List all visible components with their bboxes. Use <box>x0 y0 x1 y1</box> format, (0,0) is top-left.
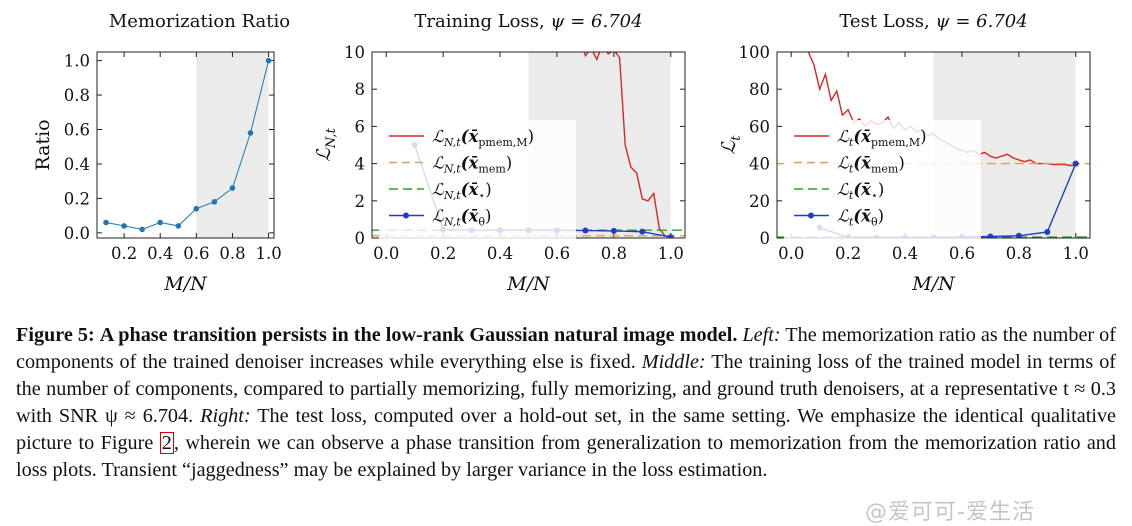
series-ratio-point <box>175 223 182 229</box>
y-tick-label: 1.0 <box>64 52 90 71</box>
chart-title: Memorization Ratio <box>109 11 290 32</box>
y-tick-label: 0.6 <box>64 121 90 140</box>
legend-label: ℒN,t(x̄mem) <box>432 154 512 176</box>
axes-frame <box>96 51 275 239</box>
series-theta-point <box>1044 229 1051 236</box>
x-tick-label: 0.0 <box>373 244 399 263</box>
y-tick-label: 100 <box>739 43 771 62</box>
series-theta-point <box>639 228 646 235</box>
x-tick-label: 0.8 <box>219 244 245 263</box>
legend-marker <box>808 212 814 219</box>
y-axis-label: Ratio <box>32 119 54 170</box>
y-tick-label: 0 <box>355 229 366 248</box>
series-theta-point <box>667 234 674 238</box>
x-tick-label: 0.6 <box>949 244 975 263</box>
x-axis-label: M/N <box>911 273 956 295</box>
x-tick-label: 1.0 <box>255 244 281 263</box>
x-tick-label: 0.0 <box>778 244 804 263</box>
series-pmem-line <box>583 52 671 238</box>
legend-label: ℒN,t(x̄θ) <box>432 207 491 229</box>
caption-bold-title: A phase transition persists in the low-r… <box>99 324 738 346</box>
series-theta-point <box>1072 160 1079 167</box>
legend-box <box>784 120 981 242</box>
x-tick-label: 1.0 <box>658 244 684 263</box>
x-tick-label: 0.8 <box>1006 244 1032 263</box>
caption-right-text-2: , wherein we can observe a phase transit… <box>16 432 1116 481</box>
series-ratio-point <box>121 223 127 229</box>
caption-right-label: Right: <box>200 405 251 427</box>
x-axis-label: M/N <box>163 273 208 295</box>
plot-area <box>103 57 272 233</box>
series-ratio-point <box>229 185 236 191</box>
legend-label: ℒt(x̄mem) <box>837 154 905 176</box>
caption-right-text-1: The test loss, computed over a hold-out … <box>16 405 1116 454</box>
caption-middle-label: Middle: <box>641 351 706 373</box>
y-tick-label: 40 <box>749 155 770 174</box>
legend-box <box>379 120 576 242</box>
legend-marker <box>403 212 409 219</box>
y-tick-label: 8 <box>355 80 366 99</box>
series-theta-point <box>610 227 617 234</box>
series-ratio-point <box>139 226 145 233</box>
caption-label: Figure 5: <box>16 324 95 346</box>
shaded-region <box>196 52 269 238</box>
figure-caption: Figure 5: A phase transition persists in… <box>16 322 1116 484</box>
series-ratio-point <box>157 219 164 226</box>
series-ratio-point <box>211 199 218 205</box>
chart-title: Training Loss, ψ = 6.704 <box>414 11 642 32</box>
legend-label: ℒN,t(x̄pmem,M) <box>432 127 534 149</box>
y-tick-label: 80 <box>749 80 770 99</box>
x-tick-label: 0.6 <box>544 244 570 263</box>
watermark: @爱可可-爱生活 <box>865 500 1035 525</box>
series-theta-point <box>582 227 589 234</box>
legend-label: ℒN,t(x̄⋆) <box>432 180 492 202</box>
x-tick-label: 0.2 <box>430 244 456 263</box>
legend-label: ℒt(x̄θ) <box>837 207 884 229</box>
y-tick-label: 20 <box>749 192 770 211</box>
y-tick-label: 0.8 <box>64 86 90 105</box>
x-tick-label: 0.2 <box>835 244 861 263</box>
x-tick-label: 0.2 <box>111 244 137 263</box>
x-tick-label: 0.4 <box>892 244 918 263</box>
caption-middle-text: The training loss of the trained model i… <box>16 351 1117 427</box>
series-theta-point <box>987 233 994 238</box>
x-axis-label: M/N <box>506 273 551 295</box>
series-ratio-line <box>105 60 270 230</box>
y-tick-label: 0 <box>760 229 771 248</box>
figure-ref-link[interactable]: 2 <box>159 432 174 454</box>
y-axis-label: ℒt <box>718 135 744 155</box>
y-tick-label: 60 <box>749 117 770 136</box>
y-tick-label: 10 <box>344 43 365 62</box>
y-tick-label: 2 <box>355 192 366 211</box>
x-tick-label: 1.0 <box>1063 244 1089 263</box>
series-theta-point <box>1015 232 1022 238</box>
figure-panels: Memorization Ratio 0.2 0.4 0.6 0.8 1.0 0.0 0.2 0… <box>32 11 1091 295</box>
caption-left-text: The memorization ratio as the number of … <box>16 324 1117 373</box>
y-axis-label: ℒN,t <box>313 127 339 161</box>
series-ratio-point <box>103 219 109 226</box>
series-ratio-point <box>247 130 254 136</box>
chart-title: Test Loss, ψ = 6.704 <box>839 11 1027 32</box>
x-tick-label: 0.4 <box>147 244 173 263</box>
legend-label: ℒt(x̄⋆) <box>837 180 884 202</box>
series-ratio-point <box>193 205 200 212</box>
chart-panel-3: Test Loss, ψ = 6.704 0.0 0.2 0.4 0.6 0.8 1.0 0 2… <box>718 11 1091 295</box>
x-tick-label: 0.8 <box>601 244 627 263</box>
y-tick-label: 0.4 <box>64 155 90 174</box>
x-tick-label: 0.4 <box>487 244 513 263</box>
legend-label: ℒt(x̄pmem,M) <box>837 127 927 149</box>
y-tick-label: 0.2 <box>64 189 90 208</box>
chart-panel-1: Memorization Ratio 0.2 0.4 0.6 0.8 1.0 0.0 0.2 0… <box>32 11 290 295</box>
y-tick-label: 6 <box>355 117 366 136</box>
x-tick-label: 0.6 <box>183 244 209 263</box>
caption-left-label: Left: <box>742 324 781 346</box>
chart-panel-2: Training Loss, ψ = 6.704 0.0 0.2 0.4 0.6 0.8 1… <box>313 11 686 295</box>
series-ratio-point <box>265 57 272 64</box>
y-tick-label: 0.0 <box>64 224 90 243</box>
y-tick-label: 4 <box>355 155 366 174</box>
